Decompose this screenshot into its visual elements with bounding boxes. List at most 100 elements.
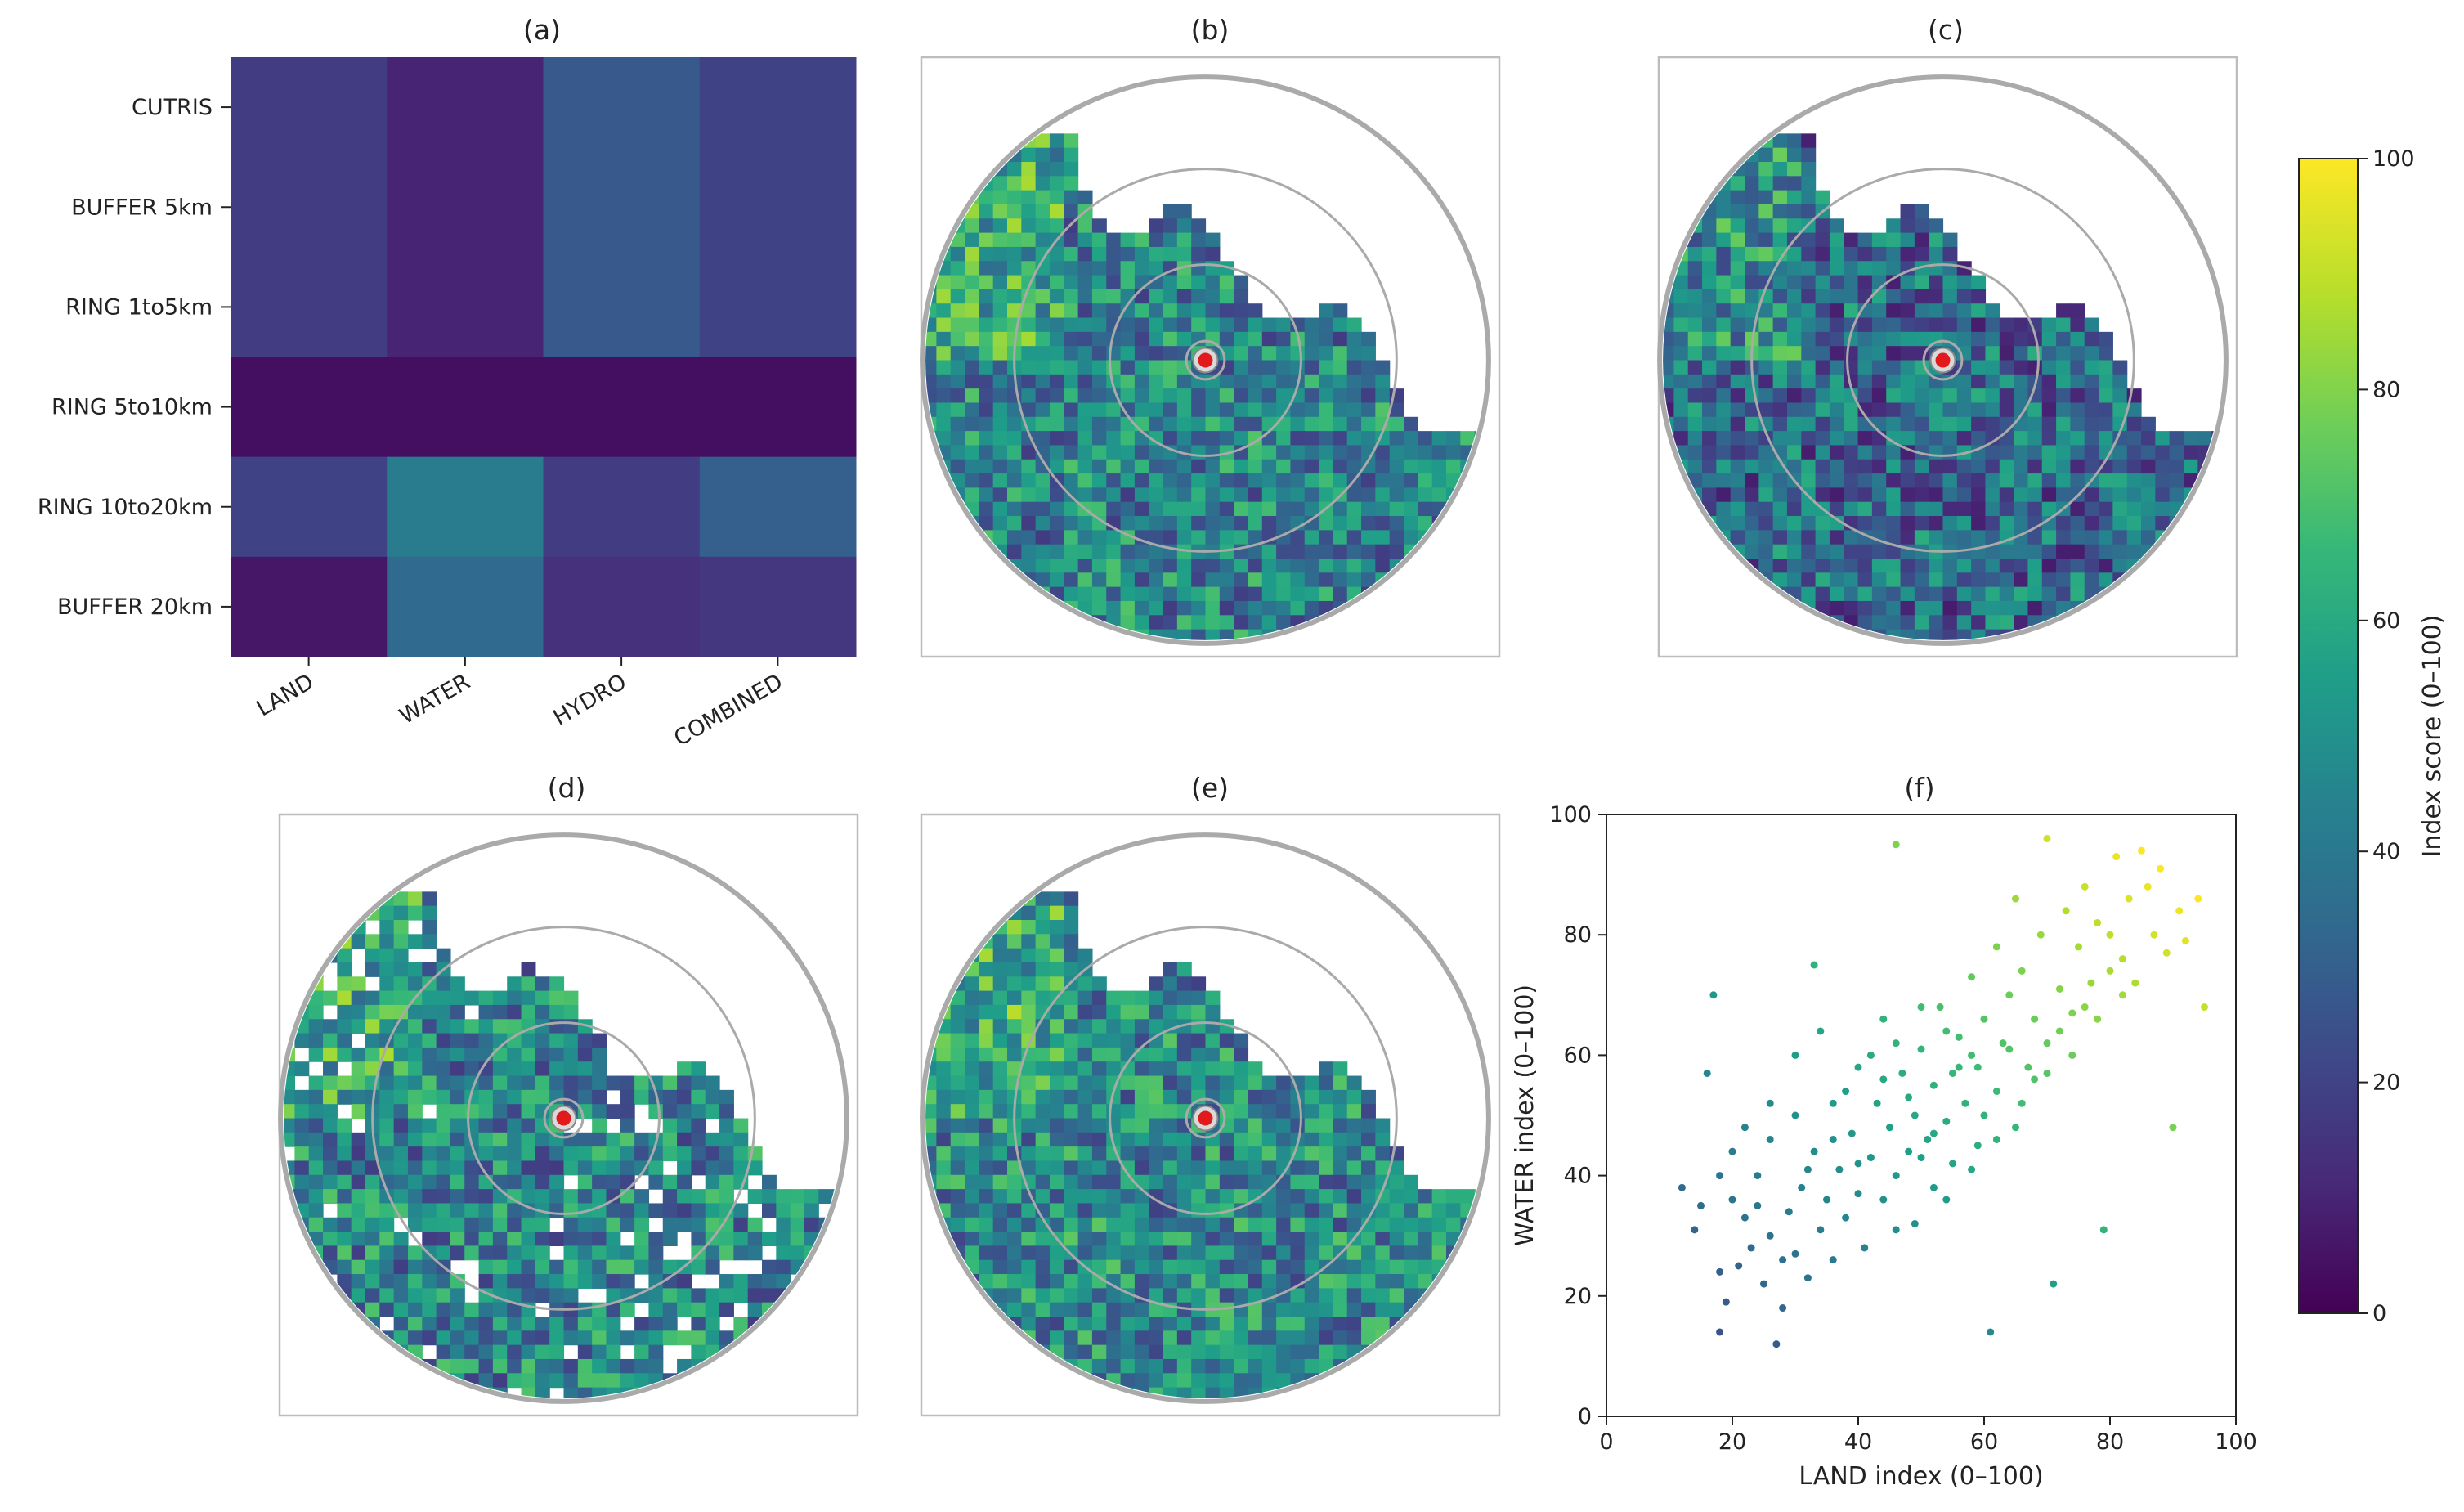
map-cell: [1942, 402, 1958, 418]
map-cell: [1134, 501, 1149, 517]
scatter-point: [1866, 1051, 1875, 1059]
map-cell: [351, 1047, 366, 1062]
map-cell: [1956, 600, 1972, 616]
map-cell: [393, 1118, 409, 1133]
map-cell: [1445, 1274, 1461, 1289]
map-cell: [1191, 516, 1207, 531]
map-cell: [1261, 559, 1277, 573]
map-cell: [1021, 1302, 1037, 1317]
map-cell: [1091, 1358, 1107, 1374]
map-cell: [1091, 1075, 1107, 1091]
map-cell: [393, 1033, 409, 1048]
map-cell: [1786, 218, 1802, 234]
map-cell: [1205, 600, 1221, 616]
map-cell: [776, 1387, 791, 1398]
map-cell: [521, 1232, 536, 1246]
map-cell: [351, 877, 366, 892]
map-cell: [379, 1160, 395, 1176]
map-cell: [436, 1146, 451, 1162]
map-cell: [1006, 1061, 1022, 1077]
map-cell: [925, 1259, 937, 1275]
map-cell: [1758, 303, 1774, 319]
map-cell: [1290, 1104, 1306, 1119]
scatter-point: [1929, 1183, 1938, 1191]
map-cell: [1319, 1302, 1333, 1317]
map-cell: [1077, 1387, 1093, 1398]
map-cell: [1006, 1274, 1022, 1289]
map-cell: [1971, 501, 1987, 517]
map-cell: [1290, 487, 1306, 503]
heatmap-col-label: LAND: [253, 669, 319, 721]
map-cell: [1006, 1019, 1022, 1034]
map-cell: [719, 1217, 734, 1232]
map-cell: [1064, 331, 1079, 347]
map-cell: [1219, 1075, 1234, 1091]
map-cell: [1886, 218, 1902, 234]
map-cell: [1333, 1203, 1348, 1218]
map-cell: [1163, 615, 1178, 630]
map-cell: [1418, 1387, 1433, 1398]
map-cell: [1234, 487, 1249, 503]
map-cell: [677, 1274, 692, 1289]
map-cell: [1319, 1245, 1333, 1261]
map-cell: [492, 1004, 508, 1020]
map-cell: [535, 1004, 550, 1020]
map-cell: [2169, 487, 2184, 503]
map-cell: [1758, 105, 1774, 120]
map-cell: [1730, 360, 1745, 375]
map-cell: [925, 317, 937, 333]
map-cell: [1276, 1259, 1292, 1275]
map-cell: [1404, 501, 1418, 517]
map-cell: [1346, 530, 1362, 545]
map-cell: [1035, 948, 1051, 963]
map-cell: [393, 1075, 409, 1091]
map-cell: [1730, 615, 1745, 630]
map-cell: [662, 1104, 678, 1119]
map-cell: [1333, 629, 1348, 640]
map-cell: [294, 905, 310, 921]
map-cell: [1389, 1232, 1404, 1246]
map-cell: [450, 1302, 465, 1317]
map-cell: [1829, 473, 1844, 488]
map-cell: [1971, 374, 1987, 389]
map-cell: [1914, 544, 1929, 559]
map-cell: [950, 1217, 965, 1232]
map-cell: [1106, 1174, 1122, 1190]
map-cell: [1346, 1317, 1362, 1331]
map-cell: [1971, 402, 1987, 418]
map-cell: [1886, 275, 1902, 290]
map-cell: [308, 1174, 324, 1190]
map-cell: [393, 1061, 409, 1077]
map-cell: [535, 1387, 550, 1398]
map-cell: [992, 1217, 1008, 1232]
map-cell: [1361, 1259, 1376, 1275]
map-cell: [1106, 1160, 1122, 1176]
map-cell: [950, 402, 965, 418]
map-cell: [436, 1118, 451, 1133]
map-cell: [422, 919, 437, 935]
scatter-point: [2131, 979, 2139, 987]
map-cell: [1375, 1274, 1391, 1289]
map-cell: [422, 1118, 437, 1133]
map-cell: [936, 346, 952, 361]
map-cell: [1290, 1344, 1306, 1360]
map-cell: [1346, 1104, 1362, 1119]
map-cell: [1163, 501, 1178, 517]
map-cell: [979, 1344, 994, 1360]
map-cell: [478, 1033, 494, 1048]
map-cell: [1361, 388, 1376, 404]
map-cell: [818, 1387, 834, 1398]
map-cell: [965, 849, 979, 864]
colorbar-tick-label: 20: [2372, 1070, 2400, 1096]
scatter-x-tick-label: 0: [1599, 1429, 1613, 1455]
map-cell: [2084, 572, 2099, 588]
scatter-point: [1803, 1274, 1812, 1282]
map-cell: [450, 1061, 465, 1077]
map-cell: [662, 1288, 678, 1303]
map-cell: [1375, 1344, 1391, 1360]
map-cell: [1702, 80, 1717, 92]
map-cell: [804, 1344, 819, 1360]
map-cell: [1956, 487, 1972, 503]
map-cell: [1021, 331, 1037, 347]
